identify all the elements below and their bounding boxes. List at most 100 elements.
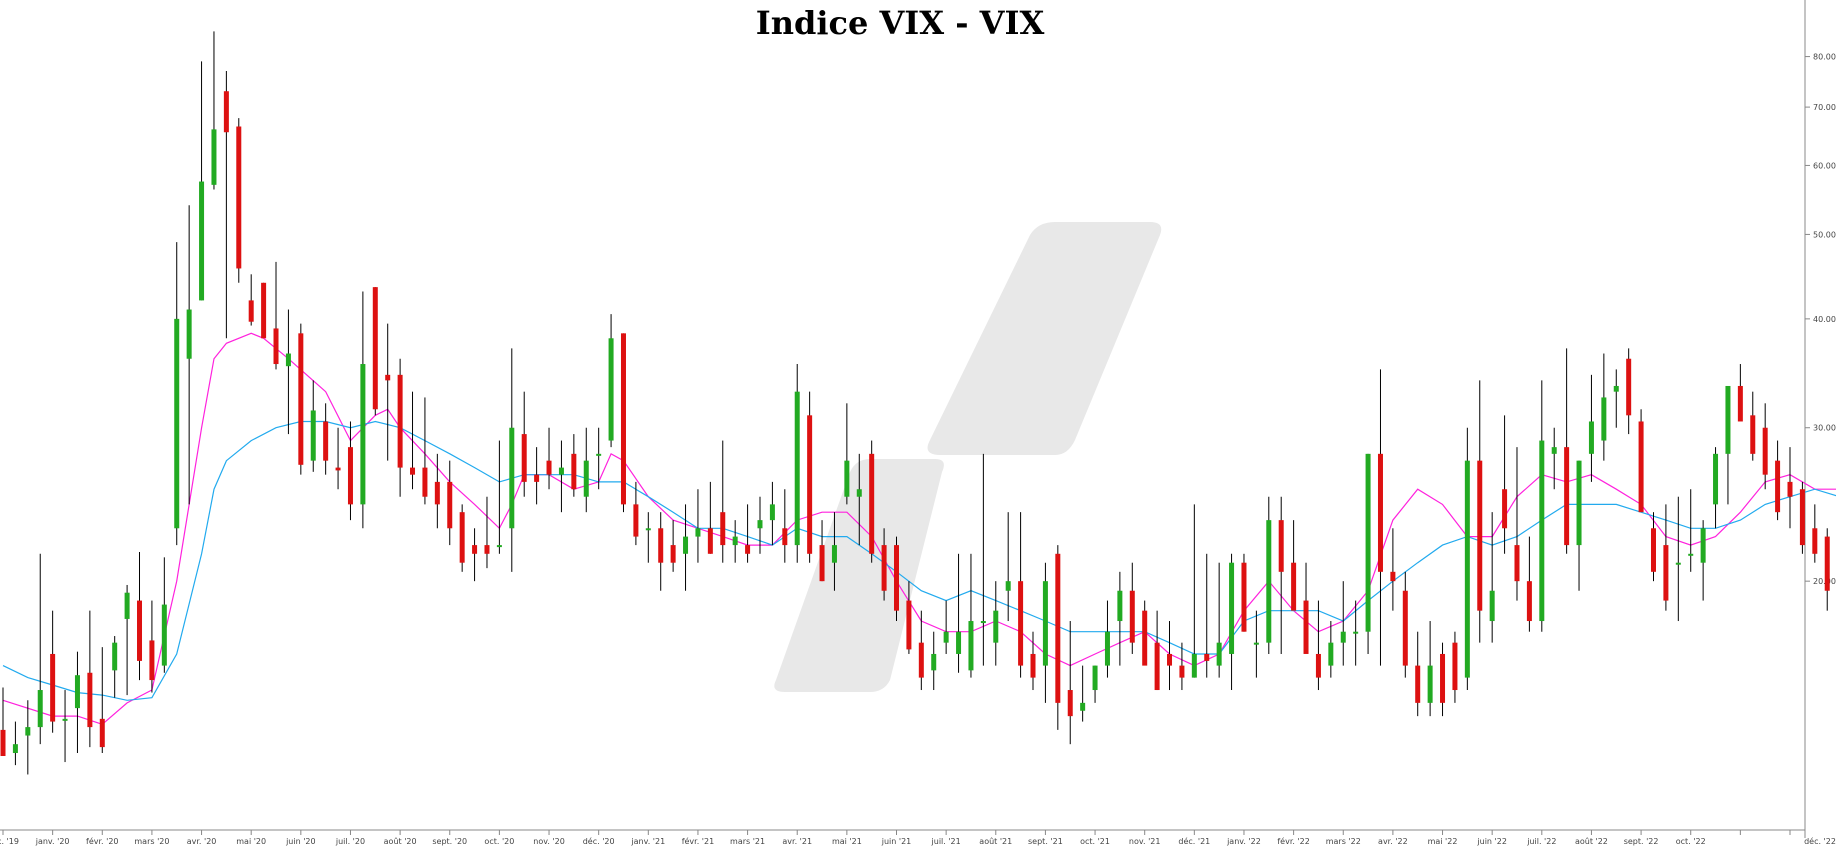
candle: [956, 553, 962, 673]
candle-body: [161, 604, 167, 666]
candle: [1638, 409, 1644, 513]
candle: [360, 291, 366, 529]
candle: [1080, 665, 1086, 722]
candle: [1241, 553, 1247, 632]
candle: [310, 380, 316, 472]
candle-body: [1489, 590, 1495, 622]
candle: [620, 333, 626, 513]
candle: [1489, 512, 1495, 643]
candle: [1675, 496, 1681, 622]
candle: [1564, 348, 1570, 554]
y-tick-label: 60.00: [1813, 161, 1836, 170]
x-tick-label: oct. '22: [1676, 837, 1706, 846]
candle-body: [732, 536, 738, 546]
x-tick-label: oct. '21: [1080, 837, 1110, 846]
candle: [236, 118, 242, 283]
candle-body: [745, 545, 751, 554]
candle-body: [199, 181, 205, 301]
candle-body: [1427, 665, 1433, 703]
candle-body: [1601, 397, 1607, 441]
candle-body: [633, 504, 639, 537]
candle: [248, 274, 254, 326]
candle: [608, 314, 614, 448]
watermark-shape-lower: [774, 459, 944, 692]
candle: [1601, 353, 1607, 461]
candle-body: [683, 536, 689, 554]
candle-body: [347, 447, 353, 505]
candle-body: [844, 460, 850, 497]
candle: [1502, 415, 1508, 554]
candle: [1340, 581, 1346, 666]
candle: [1067, 621, 1073, 745]
candle: [695, 489, 701, 563]
candle: [1291, 520, 1297, 611]
candle-body: [931, 653, 937, 671]
candle-body: [447, 481, 453, 529]
candle-body: [1104, 631, 1110, 666]
candle-body: [1477, 460, 1483, 611]
candle-body: [25, 727, 31, 736]
candle-body: [1154, 642, 1160, 691]
candle: [583, 427, 589, 513]
candle: [1055, 545, 1061, 730]
candle-body: [918, 642, 924, 678]
candle: [1464, 427, 1470, 691]
candle-body: [1117, 590, 1123, 622]
x-tick-label: mai '22: [1428, 837, 1458, 846]
candle: [1415, 631, 1421, 717]
candle: [12, 721, 18, 766]
candle-body: [1539, 440, 1545, 622]
candle: [261, 282, 267, 339]
candle-body: [285, 353, 291, 367]
candle-body: [869, 453, 875, 554]
candle-body: [658, 528, 664, 563]
candle: [161, 557, 167, 673]
candle: [335, 427, 341, 490]
candle-body: [1365, 453, 1371, 632]
candle-body: [1688, 553, 1694, 556]
candle-body: [1042, 581, 1048, 666]
x-tick-label: janv. '22: [1226, 837, 1261, 846]
candle: [223, 71, 229, 339]
candle-body: [1291, 562, 1297, 611]
candle: [1440, 642, 1446, 717]
candle-body: [1191, 653, 1197, 678]
candle-body: [149, 640, 155, 681]
candle-body: [583, 460, 589, 497]
candle-body: [707, 528, 713, 554]
candle-body: [360, 364, 366, 505]
candle-body: [571, 453, 577, 490]
candle-body: [1638, 421, 1644, 513]
candle: [844, 403, 850, 505]
candle-body: [484, 545, 490, 554]
candle-body: [645, 528, 651, 531]
candle-body: [137, 600, 143, 661]
candle: [50, 610, 56, 733]
x-tick-label: juin '21: [881, 837, 912, 846]
candle: [1179, 642, 1185, 691]
candle: [1713, 447, 1719, 529]
candle-body: [1613, 385, 1619, 392]
candle-body: [956, 631, 962, 654]
candle-body: [496, 545, 502, 548]
candle-body: [968, 621, 974, 671]
candle: [980, 453, 986, 666]
candle: [534, 447, 540, 505]
candle: [1117, 571, 1123, 666]
candle: [1142, 600, 1148, 666]
candle: [1799, 481, 1805, 554]
x-tick-label: janv. '20: [35, 837, 70, 846]
x-tick-label: juil. '21: [931, 837, 961, 846]
candle-body: [273, 328, 279, 365]
candle-body: [881, 545, 887, 591]
candle-body: [831, 545, 837, 563]
x-tick-label: avr. '20: [187, 837, 217, 846]
candle: [1216, 562, 1222, 678]
candle-body: [1812, 528, 1818, 554]
candle: [137, 552, 143, 681]
x-tick-label: août '20: [384, 837, 417, 846]
candle: [571, 434, 577, 497]
candle-body: [980, 621, 986, 624]
candle: [782, 489, 788, 563]
